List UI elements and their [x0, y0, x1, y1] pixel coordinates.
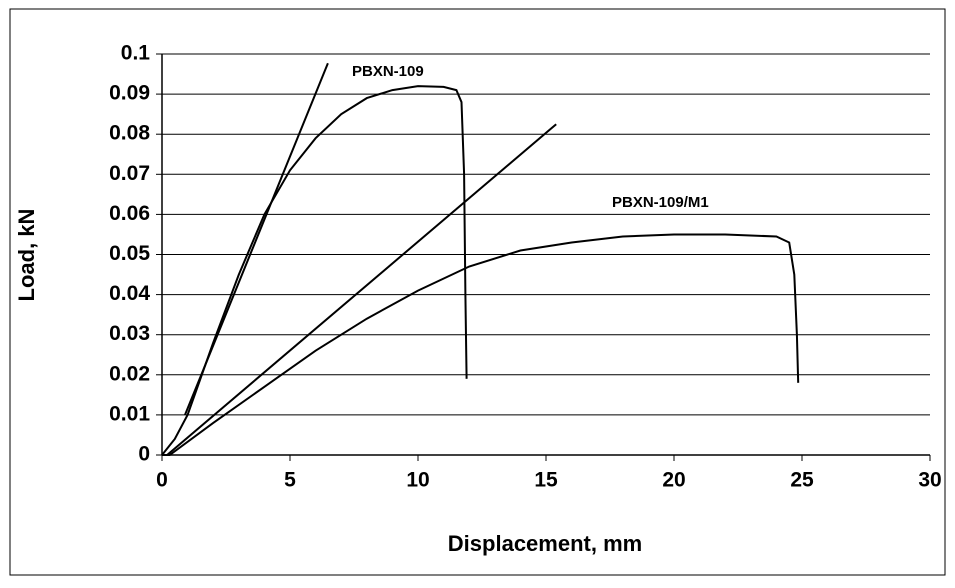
x-tick-label: 20	[662, 469, 685, 492]
y-axis-title: Load, kN	[14, 209, 39, 302]
x-tick-label: 15	[534, 469, 558, 492]
y-tick-label: 0.06	[109, 202, 150, 225]
y-tick-label: 0.01	[109, 402, 150, 425]
y-tick-label: 0.08	[109, 122, 150, 145]
y-tick-label: 0.02	[109, 362, 150, 385]
line-series	[162, 233, 800, 456]
x-tick-label: 0	[156, 469, 168, 492]
x-tick-label: 5	[284, 469, 296, 492]
y-tick-label: 0.09	[109, 82, 150, 105]
line-series	[184, 62, 329, 416]
line-series	[166, 123, 557, 456]
series-label: PBXN-109/M1	[612, 194, 709, 211]
x-axis-title: Displacement, mm	[448, 531, 642, 556]
y-tick-label: 0.07	[109, 162, 150, 185]
x-tick-label: 25	[790, 469, 814, 492]
y-tick-label: 0	[138, 443, 150, 466]
y-tick-label: 0.1	[121, 42, 151, 65]
x-tick-label: 10	[406, 469, 429, 492]
y-tick-label: 0.03	[109, 322, 150, 345]
y-tick-label: 0.05	[109, 242, 150, 265]
x-tick-label: 30	[918, 469, 941, 492]
y-tick-label: 0.04	[109, 282, 150, 305]
chart-frame	[9, 8, 946, 576]
series-label: PBXN-109	[352, 63, 424, 80]
